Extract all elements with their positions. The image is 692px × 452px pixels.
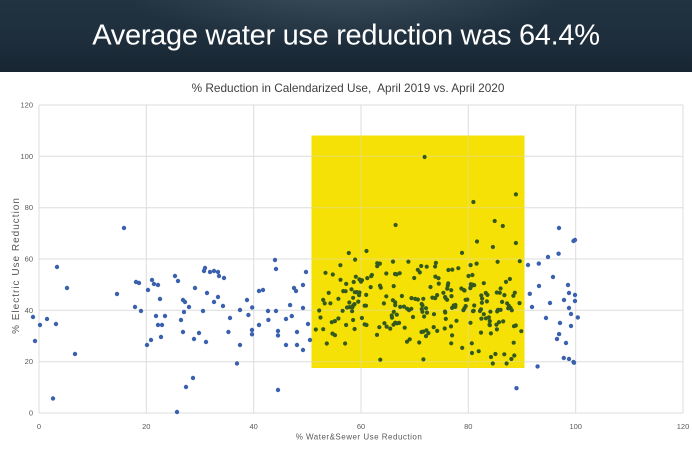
svg-text:Average water use reduction wa: Average water use reduction was 64.4%	[92, 20, 599, 52]
svg-text:120: 120	[677, 422, 690, 431]
svg-text:40: 40	[250, 422, 258, 431]
svg-text:40: 40	[25, 306, 33, 315]
svg-text:60: 60	[357, 422, 365, 431]
svg-text:20: 20	[25, 357, 33, 366]
svg-text:100: 100	[20, 152, 33, 161]
svg-text:20: 20	[142, 422, 150, 431]
svg-text:100: 100	[569, 422, 582, 431]
svg-text:80: 80	[464, 422, 472, 431]
svg-text:% Electric Use Reduction: % Electric Use Reduction	[11, 197, 22, 334]
svg-text:% Water&Sewer Use Reduction: % Water&Sewer Use Reduction	[296, 433, 423, 442]
svg-text:60: 60	[25, 255, 33, 264]
svg-text:% Reduction in Calendarized Us: % Reduction in Calendarized Use, April 2…	[192, 81, 505, 95]
svg-text:80: 80	[25, 203, 33, 212]
svg-text:0: 0	[29, 409, 33, 418]
svg-text:0: 0	[37, 422, 41, 431]
svg-text:120: 120	[20, 101, 33, 110]
